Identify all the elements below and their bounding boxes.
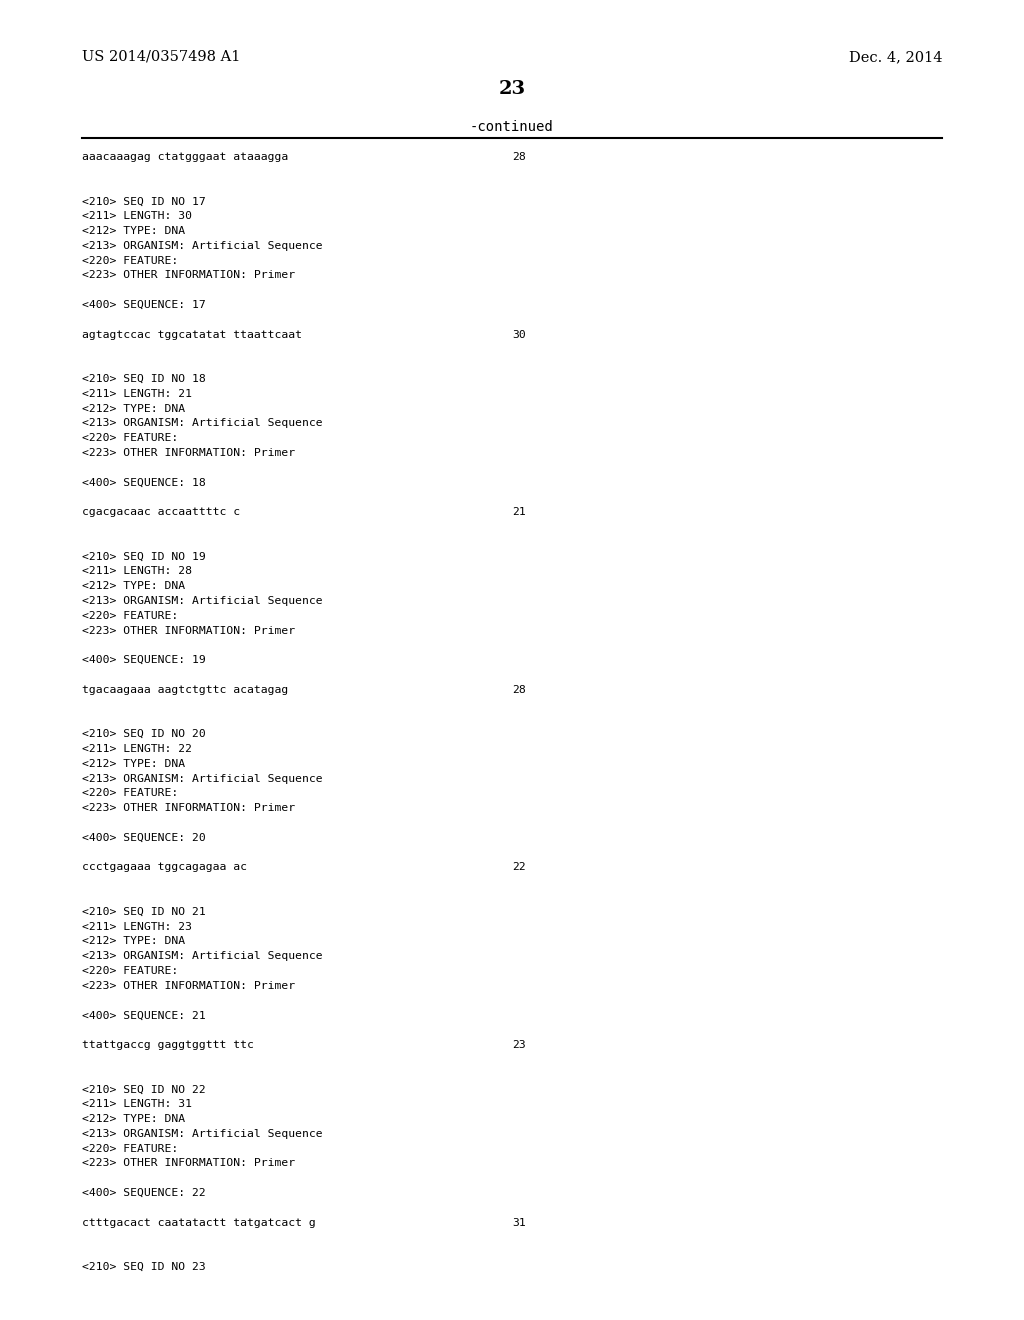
Text: 22: 22 xyxy=(512,862,525,873)
Text: <400> SEQUENCE: 22: <400> SEQUENCE: 22 xyxy=(82,1188,206,1199)
Text: <400> SEQUENCE: 17: <400> SEQUENCE: 17 xyxy=(82,300,206,310)
Text: <223> OTHER INFORMATION: Primer: <223> OTHER INFORMATION: Primer xyxy=(82,447,295,458)
Text: US 2014/0357498 A1: US 2014/0357498 A1 xyxy=(82,50,241,63)
Text: <223> OTHER INFORMATION: Primer: <223> OTHER INFORMATION: Primer xyxy=(82,271,295,280)
Text: 23: 23 xyxy=(512,1040,525,1049)
Text: <212> TYPE: DNA: <212> TYPE: DNA xyxy=(82,404,185,413)
Text: <210> SEQ ID NO 19: <210> SEQ ID NO 19 xyxy=(82,552,206,561)
Text: <220> FEATURE:: <220> FEATURE: xyxy=(82,256,178,265)
Text: <213> ORGANISM: Artificial Sequence: <213> ORGANISM: Artificial Sequence xyxy=(82,597,323,606)
Text: 28: 28 xyxy=(512,685,525,694)
Text: <210> SEQ ID NO 22: <210> SEQ ID NO 22 xyxy=(82,1085,206,1094)
Text: <400> SEQUENCE: 21: <400> SEQUENCE: 21 xyxy=(82,1010,206,1020)
Text: cgacgacaac accaattttc c: cgacgacaac accaattttc c xyxy=(82,507,240,517)
Text: <220> FEATURE:: <220> FEATURE: xyxy=(82,433,178,444)
Text: <210> SEQ ID NO 23: <210> SEQ ID NO 23 xyxy=(82,1262,206,1272)
Text: ccctgagaaa tggcagagaa ac: ccctgagaaa tggcagagaa ac xyxy=(82,862,247,873)
Text: tgacaagaaa aagtctgttc acatagag: tgacaagaaa aagtctgttc acatagag xyxy=(82,685,288,694)
Text: <213> ORGANISM: Artificial Sequence: <213> ORGANISM: Artificial Sequence xyxy=(82,1129,323,1139)
Text: <212> TYPE: DNA: <212> TYPE: DNA xyxy=(82,936,185,946)
Text: <223> OTHER INFORMATION: Primer: <223> OTHER INFORMATION: Primer xyxy=(82,803,295,813)
Text: 31: 31 xyxy=(512,1217,525,1228)
Text: <223> OTHER INFORMATION: Primer: <223> OTHER INFORMATION: Primer xyxy=(82,1159,295,1168)
Text: <212> TYPE: DNA: <212> TYPE: DNA xyxy=(82,226,185,236)
Text: <210> SEQ ID NO 20: <210> SEQ ID NO 20 xyxy=(82,729,206,739)
Text: <220> FEATURE:: <220> FEATURE: xyxy=(82,788,178,799)
Text: <400> SEQUENCE: 18: <400> SEQUENCE: 18 xyxy=(82,478,206,487)
Text: agtagtccac tggcatatat ttaattcaat: agtagtccac tggcatatat ttaattcaat xyxy=(82,330,302,339)
Text: <211> LENGTH: 23: <211> LENGTH: 23 xyxy=(82,921,191,932)
Text: Dec. 4, 2014: Dec. 4, 2014 xyxy=(849,50,942,63)
Text: 21: 21 xyxy=(512,507,525,517)
Text: <223> OTHER INFORMATION: Primer: <223> OTHER INFORMATION: Primer xyxy=(82,626,295,636)
Text: <212> TYPE: DNA: <212> TYPE: DNA xyxy=(82,1114,185,1125)
Text: 30: 30 xyxy=(512,330,525,339)
Text: <211> LENGTH: 30: <211> LENGTH: 30 xyxy=(82,211,191,222)
Text: <211> LENGTH: 21: <211> LENGTH: 21 xyxy=(82,389,191,399)
Text: <213> ORGANISM: Artificial Sequence: <213> ORGANISM: Artificial Sequence xyxy=(82,240,323,251)
Text: aaacaaagag ctatgggaat ataaagga: aaacaaagag ctatgggaat ataaagga xyxy=(82,152,288,162)
Text: <223> OTHER INFORMATION: Primer: <223> OTHER INFORMATION: Primer xyxy=(82,981,295,991)
Text: <211> LENGTH: 28: <211> LENGTH: 28 xyxy=(82,566,191,577)
Text: <210> SEQ ID NO 18: <210> SEQ ID NO 18 xyxy=(82,374,206,384)
Text: <213> ORGANISM: Artificial Sequence: <213> ORGANISM: Artificial Sequence xyxy=(82,418,323,429)
Text: 23: 23 xyxy=(499,81,525,98)
Text: <213> ORGANISM: Artificial Sequence: <213> ORGANISM: Artificial Sequence xyxy=(82,774,323,784)
Text: 28: 28 xyxy=(512,152,525,162)
Text: -continued: -continued xyxy=(470,120,554,135)
Text: <212> TYPE: DNA: <212> TYPE: DNA xyxy=(82,581,185,591)
Text: <211> LENGTH: 31: <211> LENGTH: 31 xyxy=(82,1100,191,1109)
Text: <400> SEQUENCE: 19: <400> SEQUENCE: 19 xyxy=(82,655,206,665)
Text: <211> LENGTH: 22: <211> LENGTH: 22 xyxy=(82,744,191,754)
Text: <212> TYPE: DNA: <212> TYPE: DNA xyxy=(82,759,185,768)
Text: <213> ORGANISM: Artificial Sequence: <213> ORGANISM: Artificial Sequence xyxy=(82,952,323,961)
Text: <220> FEATURE:: <220> FEATURE: xyxy=(82,1143,178,1154)
Text: <400> SEQUENCE: 20: <400> SEQUENCE: 20 xyxy=(82,833,206,842)
Text: ctttgacact caatatactt tatgatcact g: ctttgacact caatatactt tatgatcact g xyxy=(82,1217,315,1228)
Text: <210> SEQ ID NO 17: <210> SEQ ID NO 17 xyxy=(82,197,206,206)
Text: ttattgaccg gaggtggttt ttc: ttattgaccg gaggtggttt ttc xyxy=(82,1040,254,1049)
Text: <220> FEATURE:: <220> FEATURE: xyxy=(82,966,178,975)
Text: <210> SEQ ID NO 21: <210> SEQ ID NO 21 xyxy=(82,907,206,917)
Text: <220> FEATURE:: <220> FEATURE: xyxy=(82,611,178,620)
